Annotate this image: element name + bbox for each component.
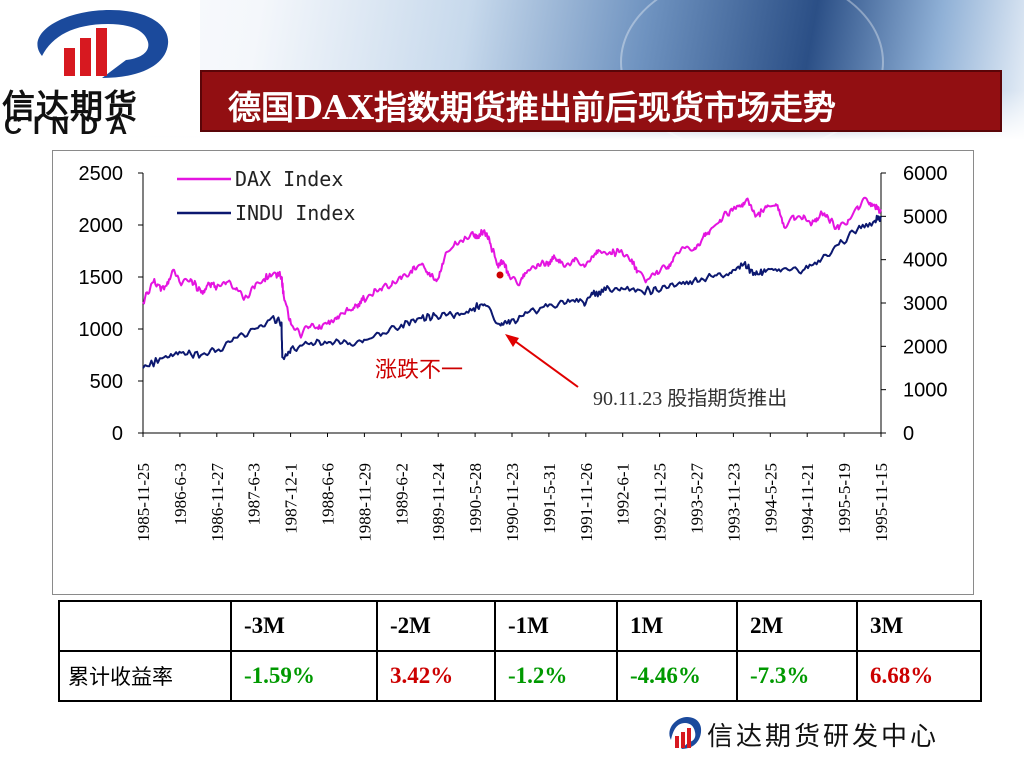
x-tick-label: 1986-6-3 [171,463,190,525]
x-tick-label: 1993-5-27 [688,463,707,534]
x-tick-label: 1987-6-3 [245,463,264,525]
x-tick-label: 1994-11-21 [798,463,817,542]
title-bar: 德国DAX指数期货推出前后现货市场走势 [200,70,1002,132]
annotation-label: 涨跌不一 [375,358,463,383]
right-tick-label: 4000 [903,250,948,272]
table-row: 累计收益率 -1.59% 3.42% -1.2% -4.46% -7.3% 6.… [58,650,982,702]
return-cell: -7.3% [736,650,858,702]
indu-series-line [142,214,882,369]
logo-chinese-name: 信达期货 [2,87,138,126]
footer-text: 信达期货研发中心 [707,722,940,752]
table-header-row: -3M -2M -1M 1M 2M 3M [58,600,982,652]
x-tick-label: 1988-11-29 [355,463,374,542]
left-tick-label: 500 [90,371,123,393]
table-header-cell: -3M [230,600,378,652]
x-tick-label: 1992-6-1 [614,463,633,525]
table-header-cell: 1M [616,600,738,652]
annotation-label: 90.11.23 股指期货推出 [593,387,787,410]
returns-table: -3M -2M -1M 1M 2M 3M 累计收益率 -1.59% 3.42% … [58,600,982,702]
x-tick-label: 1988-6-6 [319,463,338,525]
return-cell: -1.2% [494,650,618,702]
x-tick-label: 1989-6-2 [392,463,411,525]
return-cell: -1.59% [230,650,378,702]
x-tick-label: 1989-11-24 [429,463,448,542]
table-header-cell: 3M [856,600,982,652]
table-header-cell [58,600,232,652]
x-tick-label: 1986-11-27 [208,463,227,542]
marker-dot [496,271,504,279]
dax-series-line [142,196,882,339]
left-tick-label: 2000 [79,215,124,237]
table-header-cell: -1M [494,600,618,652]
return-cell: -4.46% [616,650,738,702]
annotation-arrow [507,335,579,388]
return-cell: 3.42% [376,650,496,702]
x-tick-label: 1991-11-26 [577,463,596,542]
left-tick-label: 1500 [79,267,124,289]
left-tick-label: 2500 [79,163,124,185]
x-tick-label: 1990-11-23 [503,463,522,542]
table-header-cell: 2M [736,600,858,652]
right-tick-label: 5000 [903,206,948,228]
page-title: 德国DAX指数期货推出前后现货市场走势 [228,88,836,127]
arrow-head [505,334,519,347]
table-header-cell: -2M [376,600,496,652]
logo-english-name: CINDA [4,112,139,140]
x-tick-label: 1995-5-19 [835,463,854,534]
x-tick-label: 1993-11-23 [724,463,743,542]
x-tick-label: 1995-11-15 [872,463,891,542]
legend-label: INDU Index [235,201,355,225]
line-chart: 2500200015001000500060005000400030002000… [79,163,948,542]
footer-logo-icon [669,717,702,749]
right-tick-label: 1000 [903,380,948,402]
chart-panel: 2500 2000 1500 1000 500 0 6000 5000 4000 3000 2000… [52,150,974,595]
left-tick-label: 1000 [79,319,124,341]
left-tick-label: 0 [112,423,123,445]
x-tick-label: 1992-11-25 [651,463,670,542]
right-tick-label: 6000 [903,163,948,185]
company-logo: 信达期货 CINDA [0,0,200,140]
return-cell: 6.68% [856,650,982,702]
legend-label: DAX Index [235,167,343,191]
x-tick-label: 1994-5-25 [761,463,780,534]
cinda-logo-icon [37,10,169,78]
right-tick-label: 0 [903,423,914,445]
table-row-label: 累计收益率 [58,650,232,702]
x-tick-label: 1985-11-25 [134,463,153,542]
right-tick-label: 2000 [903,336,948,358]
x-tick-label: 1991-5-31 [540,463,559,534]
x-tick-label: 1990-5-28 [466,463,485,534]
x-tick-label: 1987-12-1 [282,463,301,534]
right-tick-label: 3000 [903,293,948,315]
